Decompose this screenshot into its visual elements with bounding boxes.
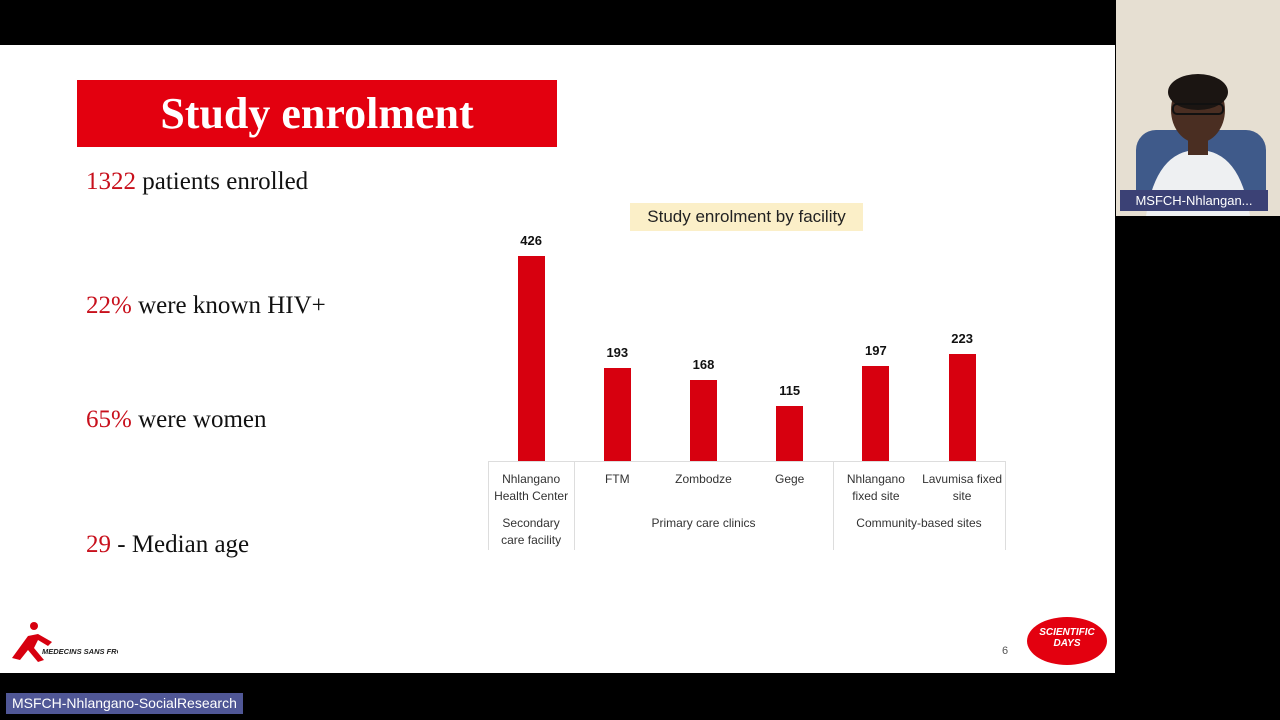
value-label: 223 <box>951 330 973 346</box>
group-divider <box>1005 461 1007 550</box>
bar <box>517 256 545 461</box>
value-label: 193 <box>606 345 629 361</box>
stat-text: - Median age <box>117 531 250 558</box>
participant-image <box>1116 0 1280 216</box>
category-label: FTM <box>604 472 630 486</box>
value-label: 168 <box>692 357 715 373</box>
group-divider <box>488 461 489 550</box>
category-label: Nhlangano Health Center <box>494 472 569 503</box>
value-label: 197 <box>865 343 887 359</box>
bar <box>690 380 717 461</box>
stat-figure: 1322 <box>86 168 136 195</box>
scientific-days-text: SCIENTIFIC DAYS <box>1039 627 1095 649</box>
bar <box>776 405 804 461</box>
participant-name: MSFCH-Nhlangan... <box>1120 190 1268 211</box>
slide-title: Study enrolment <box>77 80 557 147</box>
participant-video <box>1116 0 1280 216</box>
group-label: Primary care clinics <box>651 516 756 530</box>
value-label: 115 <box>779 382 801 398</box>
stat-figure: 29 <box>86 531 111 558</box>
msf-logo: MEDECINS SANS FRONTIERES <box>12 622 118 662</box>
bar <box>948 353 976 461</box>
stat: 29 - Median age <box>86 531 249 559</box>
stat-text: were known HIV+ <box>138 292 326 319</box>
category-label: Nhlangano fixed site <box>846 472 905 503</box>
page-number: 6 <box>1002 645 1009 657</box>
stat-figure: 22% <box>86 292 132 319</box>
slide: Study enrolment Study enrolment by facil… <box>0 45 1115 673</box>
stat-text: patients enrolled <box>142 168 309 195</box>
category-label: Gege <box>775 472 805 486</box>
category-label: Zombodze <box>675 472 732 486</box>
stat: 65% were women <box>86 406 267 434</box>
bar <box>862 366 890 461</box>
stat: 1322 patients enrolled <box>86 168 308 196</box>
group-divider <box>574 461 576 550</box>
value-label: 426 <box>520 233 542 248</box>
stat: 22% were known HIV+ <box>86 292 326 320</box>
msf-logo-text: MEDECINS SANS FRONTIERES <box>42 647 118 656</box>
group-divider <box>832 461 834 550</box>
category-label: Lavumisa fixed site <box>922 472 1003 503</box>
scientific-days-logo: SCIENTIFIC DAYS <box>1027 617 1107 665</box>
group-label: Community-based sites <box>856 516 982 530</box>
stat-text: were women <box>138 406 267 433</box>
presenter-name: MSFCH-Nhlangano-SocialResearch <box>6 693 243 714</box>
bar <box>603 368 631 461</box>
chart-title: Study enrolment by facility <box>630 203 863 231</box>
group-label: Secondary care facility <box>501 516 562 547</box>
axis-line <box>488 461 1006 462</box>
stat-figure: 65% <box>86 406 132 433</box>
